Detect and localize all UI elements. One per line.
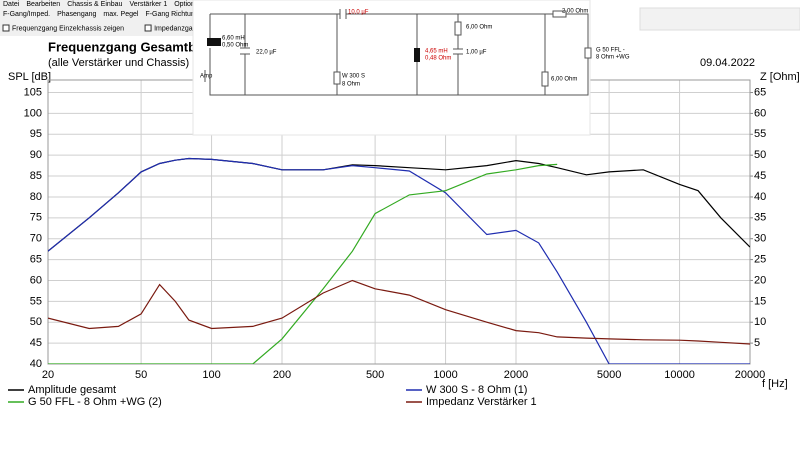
side-panel <box>639 7 800 31</box>
tab[interactable]: F-Gang/Imped. <box>3 11 50 18</box>
circuit-label: 8 Ohm +WG <box>596 55 630 61</box>
circuit-diagram: 10,0 µF 2,00 Ohm 6,60 mH 0,50 Ohm 22,0 µ… <box>192 0 630 136</box>
y-tick-label: 90 <box>30 149 42 161</box>
circuit-label: 0,48 Ohm <box>425 56 451 62</box>
checkbox-label: Frequenzgang Einzelchassis zeigen <box>12 25 124 32</box>
circuit-label: W 300 S <box>342 74 365 80</box>
capacitors <box>240 9 463 55</box>
circuit-label: 2,00 Ohm <box>562 9 588 15</box>
x-tick-label: 500 <box>366 369 384 381</box>
menu-item[interactable]: Chassis & Einbau <box>67 1 122 8</box>
tab[interactable]: max. Pegel <box>103 11 138 18</box>
legend: Amplitude gesamt W 300 S - 8 Ohm (1) G 50 … <box>8 384 537 408</box>
y2-tick-label: 65 <box>754 86 766 98</box>
y-tick-label: 100 <box>24 107 42 119</box>
speaker <box>333 71 341 85</box>
menu-item[interactable]: Verstärker 1 <box>129 1 167 8</box>
y-tick-label: 60 <box>30 274 42 286</box>
menu-item[interactable]: Bearbeiten <box>26 1 60 8</box>
chart-subtitle: (alle Verstärker und Chassis) <box>48 57 189 69</box>
y2-tick-label: 20 <box>754 274 766 286</box>
resistor <box>552 10 567 18</box>
x-tick-label: 1000 <box>433 369 457 381</box>
tab[interactable]: F-Gang Richtungen <box>145 11 206 18</box>
y2-tick-label: 40 <box>754 191 766 203</box>
tab[interactable]: Phasengang <box>57 11 96 18</box>
circuit-label: 6,00 Ohm <box>551 77 577 83</box>
toolbar <box>0 0 200 36</box>
checkbox-row: Frequenzgang Einzelchassis zeigen Impedan… <box>2 24 223 32</box>
resistor <box>541 71 549 87</box>
inductor <box>207 38 221 46</box>
x-tick-label: 50 <box>135 369 147 381</box>
y-tick-label: 40 <box>30 358 42 370</box>
x-tick-label: 20 <box>42 369 54 381</box>
y-tick-label: 85 <box>30 170 42 182</box>
speaker <box>584 47 592 59</box>
y2-tick-label: 5 <box>754 337 760 349</box>
y-tick-label: 105 <box>24 86 42 98</box>
resistor <box>454 21 462 36</box>
menu-item[interactable]: Datei <box>3 1 20 8</box>
y2-tick-label: 45 <box>754 170 766 182</box>
y-tick-label: 50 <box>30 316 42 328</box>
y2-tick-label: 25 <box>754 253 766 265</box>
y2-tick-label: 35 <box>754 212 766 224</box>
circuit-label: 22,0 µF <box>256 50 277 56</box>
y2-tick-label: 10 <box>754 316 766 328</box>
y-tick-label: 75 <box>30 212 42 224</box>
y-tick-label: 70 <box>30 233 42 245</box>
circuit-panel <box>192 0 591 136</box>
menu-item[interactable]: Optionen <box>174 1 203 8</box>
y-tick-label: 55 <box>30 295 42 307</box>
y2-tick-label: 55 <box>754 128 766 140</box>
date: 09.04.2022 <box>700 57 755 69</box>
checkbox[interactable] <box>144 24 152 32</box>
x-tick-label: 100 <box>202 369 220 381</box>
y2-tick-label: 50 <box>754 149 766 161</box>
circuit-label: 6,00 Ohm <box>466 25 492 31</box>
series-line <box>48 163 558 364</box>
x-tick-label: 10000 <box>664 369 695 381</box>
series-line <box>48 279 750 345</box>
circuit-label: 10,0 µF <box>348 10 369 16</box>
y-tick-label: 80 <box>30 191 42 203</box>
circuit-label: 8 Ohm <box>342 82 360 88</box>
y2-axis-label: Z [Ohm] <box>760 71 800 83</box>
x-axis-label: f [Hz] <box>762 378 788 390</box>
checkbox[interactable] <box>2 24 10 32</box>
y-tick-label: 45 <box>30 337 42 349</box>
circuit-label: G 50 FFL - <box>596 48 625 54</box>
y-axis-label: SPL [dB] <box>8 71 51 83</box>
inductor <box>414 48 420 62</box>
legend-label: Amplitude gesamt <box>28 384 116 396</box>
y-tick-label: 95 <box>30 128 42 140</box>
y2-tick-label: 30 <box>754 233 766 245</box>
series-line <box>48 157 750 364</box>
x-tick-label: 2000 <box>504 369 528 381</box>
plot: 40 45 50 55 60 65 70 75 80 85 90 95 100 105 5 10 15 20 25 3… <box>24 79 766 381</box>
circuit-label: 0,50 Ohm <box>222 43 248 49</box>
x-tick-label: 200 <box>273 369 291 381</box>
legend-label: Impedanz Verstärker 1 <box>426 396 537 408</box>
circuit-label: 1,00 µF <box>466 50 487 56</box>
legend-label: W 300 S - 8 Ohm (1) <box>426 384 527 396</box>
wires <box>204 13 589 96</box>
circuit-label: 6,60 mH <box>222 36 245 42</box>
legend-label: G 50 FFL - 8 Ohm +WG (2) <box>28 396 162 408</box>
checkbox-label: Impedanzgang zeigen <box>154 25 223 32</box>
circuit-label: Amp <box>200 74 213 80</box>
y2-tick-label: 15 <box>754 295 766 307</box>
x-tick-label: 5000 <box>597 369 621 381</box>
x-tick-label: 20000 <box>735 369 766 381</box>
y2-tick-label: 60 <box>754 107 766 119</box>
circuit-label: 4,65 mH <box>425 49 448 55</box>
y-tick-label: 65 <box>30 253 42 265</box>
chart-title: Frequenzgang Gesamtbo <box>48 39 204 54</box>
